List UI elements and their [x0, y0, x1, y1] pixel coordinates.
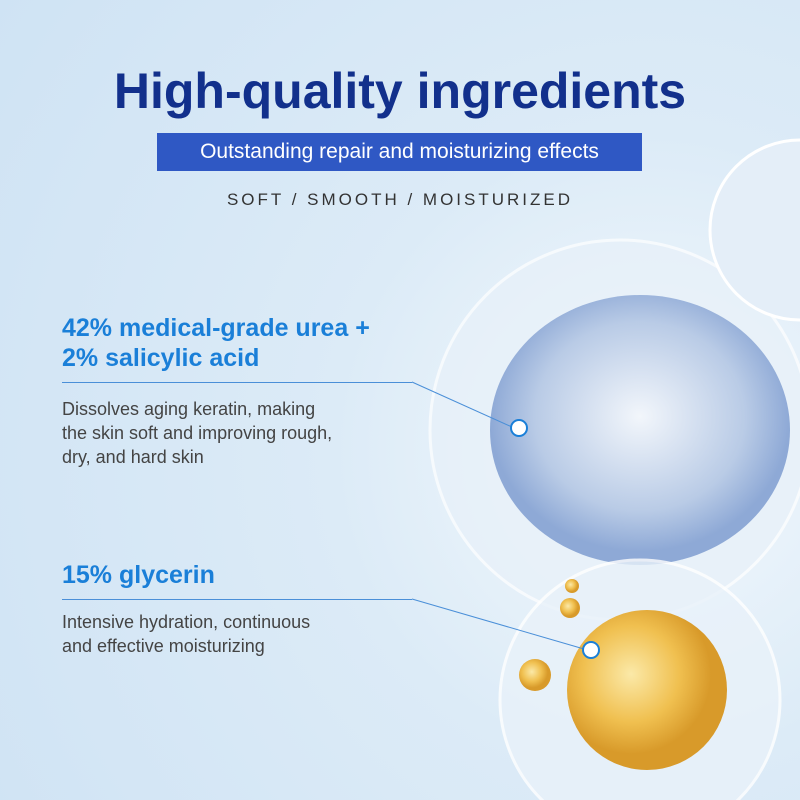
tagline: SOFT / SMOOTH / MOISTURIZED	[226, 190, 574, 209]
text-line: dry, and hard skin	[62, 447, 204, 467]
heading-line: 2% salicylic acid	[62, 344, 260, 372]
text-line: Intensive hydration, continuous	[62, 612, 311, 632]
callout-dot	[510, 419, 528, 437]
heading-line: 42% medical-grade urea +	[62, 314, 370, 342]
ingredient-heading: 15% glycerin	[62, 561, 215, 589]
subtitle-banner: Outstanding repair and moisturizing effe…	[157, 133, 642, 171]
text-line: the skin soft and improving rough,	[62, 423, 333, 443]
page-title: High-quality ingredients	[113, 63, 687, 119]
divider	[62, 382, 412, 383]
divider	[62, 599, 412, 600]
text-line: and effective moisturizing	[62, 636, 265, 656]
ingredient-description: Intensive hydration, continuous and effec…	[62, 610, 310, 658]
ingredient-heading: 42% medical-grade urea +2% salicylic aci…	[62, 313, 370, 373]
text-line: Dissolves aging keratin, making	[62, 399, 316, 419]
ingredient-description: Dissolves aging keratin, making the skin …	[62, 397, 332, 469]
callout-dot	[582, 641, 600, 659]
